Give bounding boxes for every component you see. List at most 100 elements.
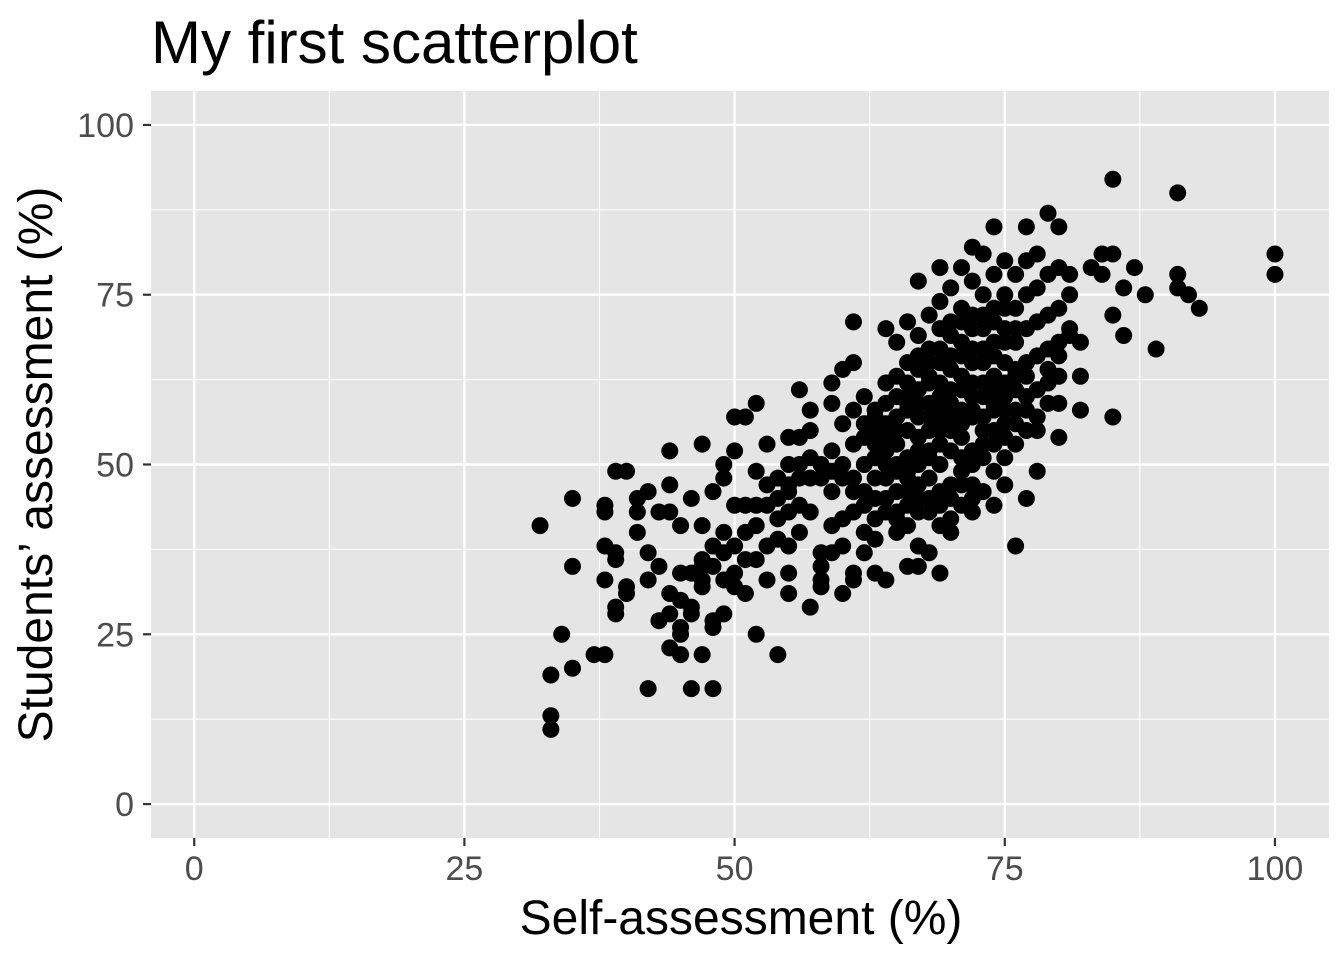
data-point [920,354,938,372]
data-point [801,422,819,440]
data-point [639,483,657,501]
data-point [1028,245,1046,263]
data-point [693,646,711,664]
data-point [1007,415,1025,433]
data-point [844,313,862,331]
data-point [920,489,938,507]
data-point [801,503,819,521]
data-point [715,456,733,473]
data-point [909,326,927,344]
data-point [726,442,744,460]
data-point [909,557,927,575]
data-point [682,489,700,507]
data-point [1071,401,1089,419]
data-point [942,326,960,344]
data-point [661,442,679,460]
data-point [618,585,636,603]
data-point [769,646,787,664]
data-point [715,523,733,541]
data-point [1071,367,1089,385]
data-point [1050,428,1068,446]
data-point [1169,184,1187,202]
data-point [834,537,852,555]
data-point [899,496,917,514]
data-point [661,605,679,623]
y-axis-title: Students’ assessment (%) [10,187,63,743]
data-point [736,523,754,541]
data-point [931,435,949,453]
data-point [1093,265,1111,283]
x-tick-label: 50 [716,850,754,888]
data-point [542,666,560,684]
data-point [888,333,906,351]
data-point [996,428,1014,446]
data-point [877,320,895,338]
data-point [1050,347,1068,365]
data-point [823,442,841,460]
x-axis-title: Self-assessment (%) [520,892,963,945]
y-tick-label: 50 [96,447,134,485]
data-point [877,469,895,487]
data-point [801,598,819,616]
data-point [1050,394,1068,412]
data-points [531,170,1284,738]
data-point [920,449,938,467]
data-point [920,306,938,324]
data-point [607,551,625,569]
x-tick-label: 0 [185,850,204,888]
data-point [834,415,852,433]
data-point [844,571,862,589]
data-point [1017,218,1035,236]
data-point [1115,279,1133,297]
data-point [812,578,830,596]
data-point [953,476,971,494]
data-point [888,483,906,501]
data-point [1136,286,1154,304]
data-point [693,435,711,453]
data-point [607,605,625,623]
data-point [736,585,754,603]
data-point [974,408,992,426]
data-point [844,483,862,501]
data-point [1007,537,1025,555]
data-point [531,517,549,535]
data-point [909,381,927,399]
data-point [888,422,906,440]
data-point [780,564,798,582]
data-point [726,564,744,582]
y-tick-label: 0 [115,786,134,824]
data-point [1147,340,1165,358]
data-point [855,388,873,406]
data-point [844,354,862,372]
data-point [942,394,960,412]
data-point [953,259,971,277]
data-point [985,347,1003,365]
data-point [542,707,560,725]
data-point [985,313,1003,331]
data-point [942,523,960,541]
data-point [1190,299,1208,317]
data-point [758,496,776,514]
data-point [704,537,722,555]
x-tick-label: 100 [1247,850,1304,888]
grid-lines [151,91,1329,838]
data-point [1007,265,1025,283]
data-point [618,462,636,480]
data-point [1028,462,1046,480]
data-point [1061,286,1079,304]
data-point [931,564,949,582]
data-point [661,585,679,603]
data-point [931,259,949,277]
data-point [899,313,917,331]
data-point [790,523,808,541]
data-point [1017,367,1035,385]
data-point [942,408,960,426]
data-point [942,360,960,378]
data-point [844,401,862,419]
data-point [715,469,733,487]
data-point [704,483,722,501]
data-point [639,571,657,589]
data-point [1007,381,1025,399]
data-point [758,571,776,589]
data-point [801,401,819,419]
